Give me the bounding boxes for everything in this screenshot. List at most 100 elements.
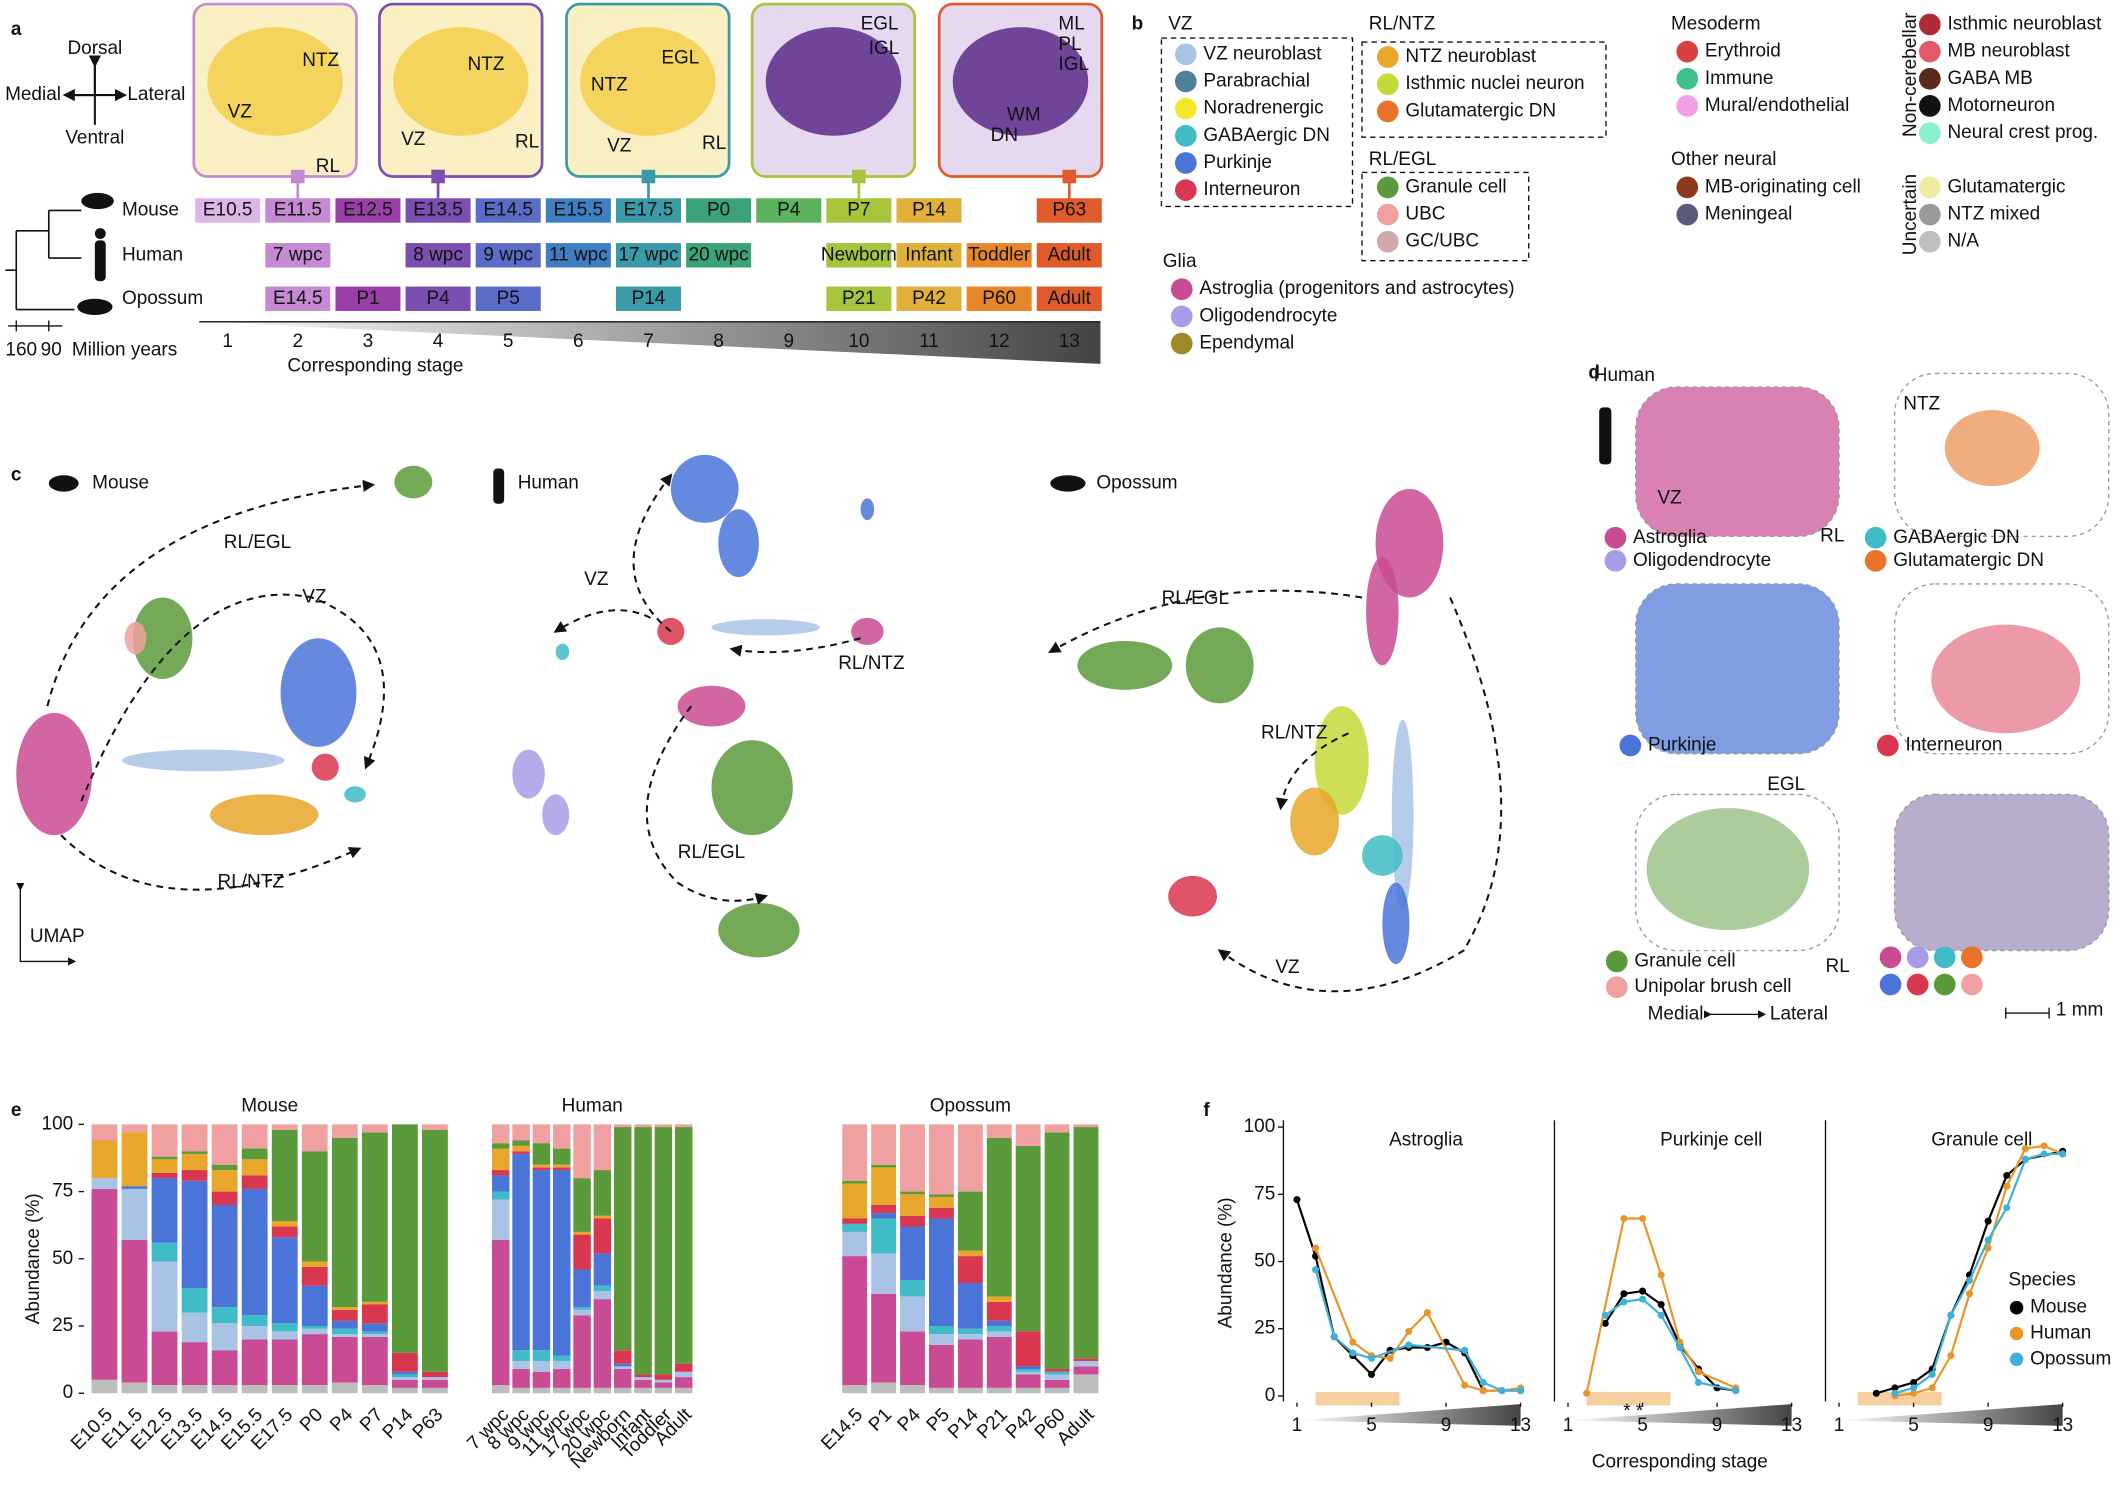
stage-cell [265, 286, 331, 311]
stage-cell [475, 243, 541, 268]
image-label: ML [1058, 13, 1084, 34]
bar-segment [986, 1137, 1012, 1297]
panel-letter: d [1588, 362, 1600, 383]
x-tick-label: 5 [1366, 1415, 1377, 1436]
bar-segment [593, 1124, 612, 1171]
bar-segment [1044, 1371, 1070, 1375]
stage-cell-label: 7 wpc [273, 244, 323, 265]
bar-segment [181, 1153, 208, 1171]
data-point [1694, 1368, 1702, 1376]
bar-segment [842, 1223, 868, 1232]
stage-cell-label: E15.5 [554, 199, 604, 220]
bar-segment [613, 1124, 632, 1128]
stage-cell-label: 8 wpc [413, 244, 463, 265]
image-label: PL [1058, 34, 1081, 55]
legend-swatch [1676, 176, 1699, 199]
plot-label: RL [1826, 956, 1850, 977]
bar-segment [361, 1124, 388, 1133]
legend-label: GABA MB [1947, 68, 2032, 89]
legend-label: Mouse [2030, 1297, 2087, 1318]
data-point [1620, 1290, 1628, 1298]
bar-segment [654, 1374, 673, 1380]
bar-segment [842, 1231, 868, 1257]
bar-segment [1044, 1387, 1070, 1394]
data-point [1620, 1214, 1628, 1223]
data-point [1657, 1311, 1665, 1319]
bar-segment [331, 1124, 358, 1138]
bar-segment [674, 1387, 693, 1394]
group-box [1361, 41, 1607, 138]
stage-cell [826, 243, 892, 268]
legend-label: Interneuron [1203, 179, 1300, 200]
umap-cluster [1290, 787, 1339, 856]
bar-segment [573, 1387, 591, 1394]
stage-cell-label: Adult [1048, 244, 1092, 265]
legend-swatch [1376, 46, 1399, 68]
legend-label: Oligodendrocyte [1633, 550, 1771, 571]
bar-segment [361, 1323, 388, 1332]
stage-number: 10 [848, 331, 869, 352]
highlight [1586, 1391, 1671, 1406]
data-point [1312, 1266, 1320, 1274]
stage-cell [686, 243, 752, 268]
bar-segment [241, 1339, 268, 1386]
bar-segment [512, 1350, 530, 1361]
bar-segment [301, 1326, 328, 1329]
bar-segment [1073, 1374, 1099, 1394]
data-point [1583, 1389, 1591, 1397]
panel-letter: a [11, 19, 22, 40]
bar-segment [241, 1124, 268, 1149]
group-title: Non-cerebellar [1900, 12, 1921, 137]
stage-cell [966, 286, 1032, 311]
data-point [1423, 1309, 1431, 1317]
bar-segment [634, 1379, 652, 1388]
legend-label: Erythroid [1705, 41, 1781, 62]
tissue [952, 27, 1089, 136]
legend-swatch [2009, 1300, 2024, 1315]
plot-label: VZ [1658, 487, 1682, 508]
bar-segment [211, 1205, 238, 1308]
stage-cell [475, 286, 541, 311]
legend-label: GABAergic DN [1893, 527, 2019, 548]
stage-cell [1036, 286, 1102, 311]
bar-segment [553, 1387, 571, 1394]
legend-label: Isthmic nuclei neuron [1405, 73, 1584, 94]
legend-swatch [1376, 73, 1399, 96]
bar-segment [121, 1132, 148, 1187]
legend-swatch [1676, 203, 1699, 226]
legend-swatch [1376, 230, 1399, 253]
legend-label: Parabrachial [1203, 70, 1309, 91]
bar-segment [241, 1315, 268, 1327]
stage-cell-label: P21 [842, 288, 876, 309]
stage-gradient [199, 321, 1101, 364]
legend-swatch [1919, 122, 1941, 144]
bar-segment [181, 1170, 208, 1181]
bar-segment [871, 1124, 897, 1165]
trajectory-arrow [1276, 732, 1349, 811]
stage-cell-label: P7 [847, 199, 870, 220]
bar-segment [211, 1191, 238, 1206]
stage-number: 8 [713, 331, 724, 352]
stage-cell-label: E13.5 [413, 199, 463, 220]
bar-segment [986, 1336, 1012, 1388]
bar-segment [634, 1387, 652, 1394]
bar-segment [929, 1124, 954, 1195]
bar-segment [1044, 1124, 1070, 1133]
group-box [1361, 171, 1530, 262]
stage-number: 4 [433, 331, 444, 352]
x-axis-label: Corresponding stage [1592, 1451, 1768, 1472]
bar-segment [674, 1363, 693, 1372]
data-point [1461, 1346, 1469, 1354]
stage-cell-label: P4 [426, 288, 449, 309]
data-point [2021, 1155, 2029, 1163]
species-label: Mouse [122, 199, 179, 220]
highlight [1857, 1391, 1942, 1406]
bar-segment [900, 1280, 925, 1297]
group-title: RL/NTZ [1369, 13, 1435, 34]
bar-segment [151, 1156, 178, 1160]
bar-segment [929, 1218, 954, 1327]
group-title: VZ [1168, 13, 1192, 34]
legend-swatch [1170, 278, 1193, 301]
bar-segment [91, 1178, 118, 1189]
data-point [1601, 1319, 1609, 1327]
